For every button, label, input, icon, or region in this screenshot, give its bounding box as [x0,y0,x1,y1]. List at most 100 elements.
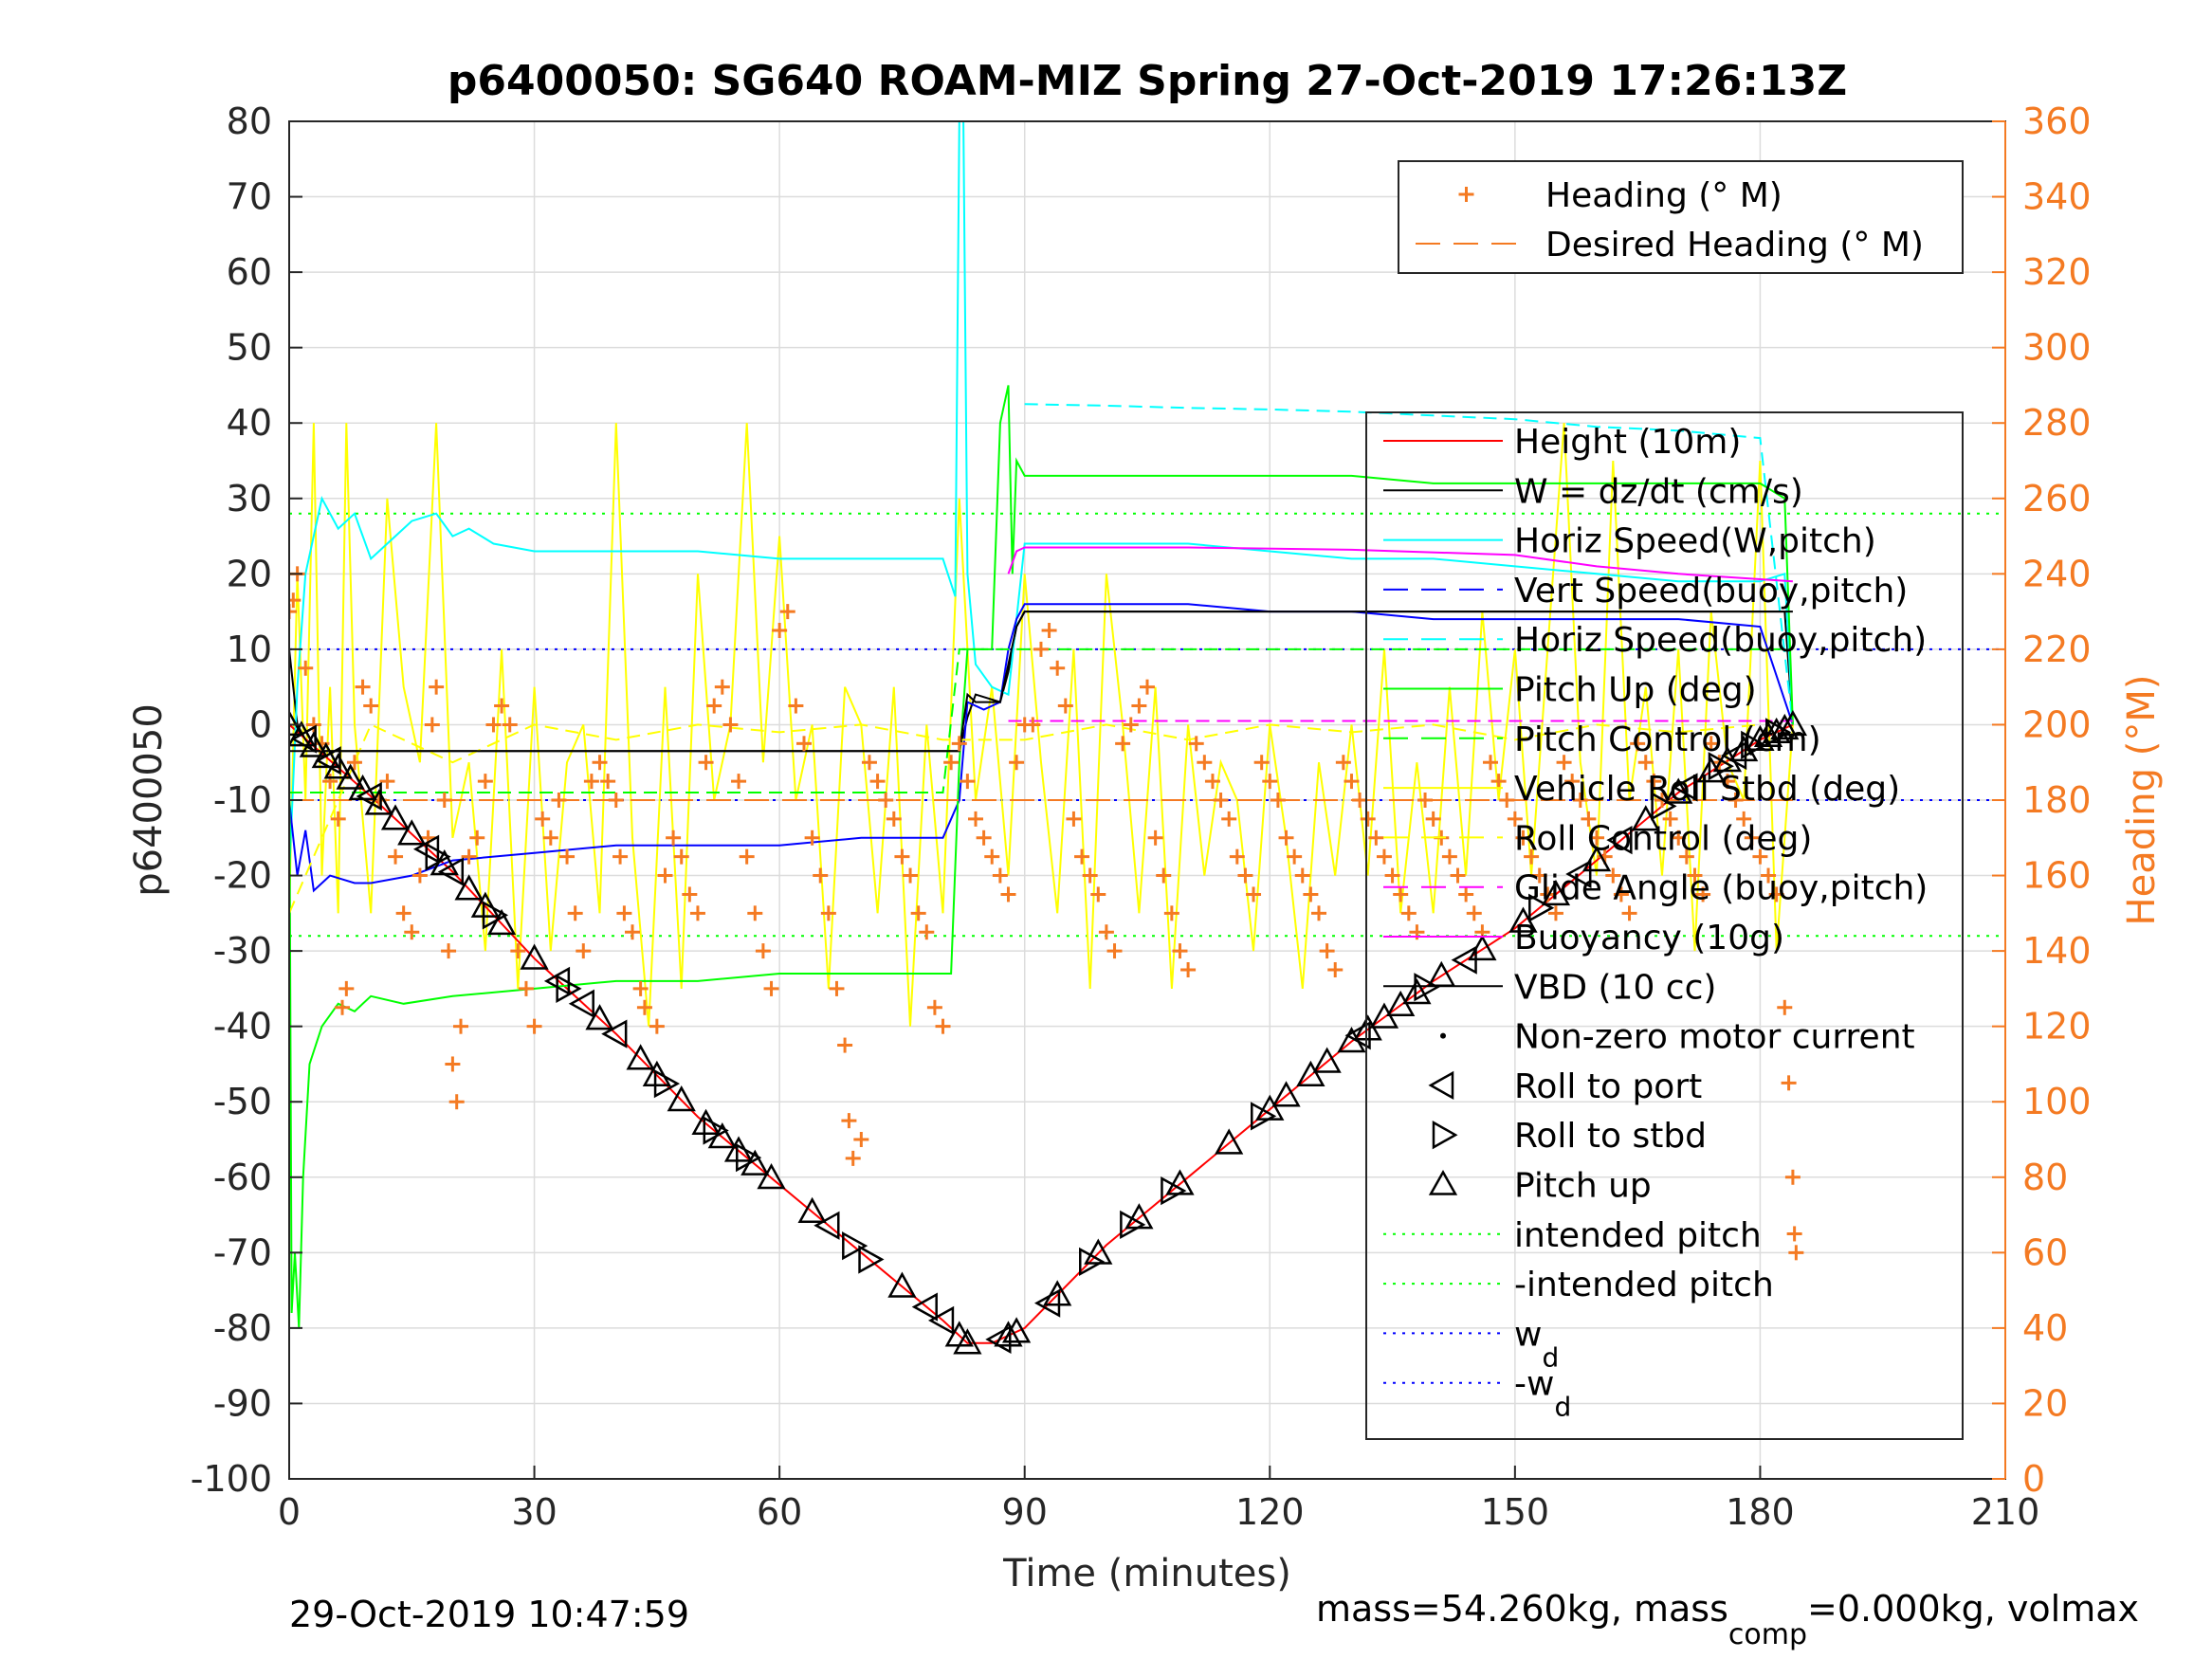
marker-pitch-up [397,819,427,846]
heading-point [1180,962,1197,977]
heading-point [1450,867,1466,884]
heading-point [1671,830,1687,846]
marker-roll-stbd [736,1142,762,1173]
y-tick-label: -60 [213,1157,272,1198]
legend-entry: Height (10m) [1514,423,1741,462]
heading-point [1621,905,1637,921]
heading-point [976,830,992,846]
heading-point [1376,848,1392,865]
heading-point [1441,848,1457,865]
marker-roll-port [1451,945,1477,975]
heading-point [363,698,379,714]
legend-entry: -intended pitch [1514,1266,1774,1304]
marker-pitch-up [1043,1280,1072,1306]
heading-point [1425,811,1441,827]
y2-tick-label: 260 [2022,478,2092,520]
y-tick-label: -70 [213,1231,272,1273]
heading-layer [289,566,1804,1261]
heading-point [1613,886,1629,902]
heading-point [625,924,640,940]
heading-point [714,679,730,695]
marker-roll-stbd [1079,1247,1106,1277]
heading-point [935,1018,951,1034]
heading-point [346,755,362,771]
legend-entry: Roll Control (deg) [1514,819,1812,858]
heading-point [910,905,926,921]
y2-tick-label: 280 [2022,402,2092,444]
heading-point [1352,793,1368,808]
heading-point [1400,905,1417,921]
marker-roll-port [356,781,382,811]
legend-main-box [1365,411,1964,1440]
x-ticks: 0 30 60 90 120 150 180 210 [278,1466,2039,1533]
heading-point [666,830,682,846]
heading-point [567,905,583,921]
marker-roll-stbd [556,974,582,1004]
heading-point [926,999,942,1015]
heading-point [992,867,1008,884]
heading-point [1507,811,1523,827]
y2-tick-label: 360 [2022,100,2092,142]
y-tick-label: 50 [227,327,272,369]
y2-tick-label: 140 [2022,930,2092,972]
heading-point [526,1018,542,1034]
y-tick-label: 10 [227,629,272,670]
marker-pitch-up [289,720,317,747]
heading-point [1547,905,1563,921]
heading-point [1384,867,1400,884]
heading-point [424,717,440,733]
footer-date: 29-Oct-2019 10:47:59 [289,1594,689,1635]
heading-point [436,793,452,808]
heading-point [1197,755,1213,771]
heading-point [1237,867,1253,884]
heading-point [1761,867,1777,884]
marker-roll-stbd [703,1116,729,1145]
marker-pitch-up [520,943,549,970]
heading-point [485,717,502,733]
series-line [289,121,1794,876]
heading-point [1531,867,1547,884]
heading-point [673,848,689,865]
y2-tick-label: 240 [2022,553,2092,594]
y2-tick-label: 120 [2022,1006,2092,1048]
y2-tick-label: 20 [2022,1382,2068,1424]
heading-point [1678,848,1694,865]
heading-point [1246,886,1262,902]
heading-point [542,830,558,846]
marker-pitch-up [336,763,365,790]
heading-point [289,592,302,609]
heading-point [1646,774,1662,790]
legend-entry: Roll to port [1514,1067,1702,1106]
x-tick-label: 30 [511,1491,557,1533]
y-tick-label: 40 [227,402,272,444]
heading-point [1564,774,1581,790]
heading-point [1458,886,1474,902]
heading-point [551,793,567,808]
heading-point [1483,755,1498,771]
heading-point [1229,848,1245,865]
x-tick-label: 90 [1002,1491,1048,1533]
marker-pitch-up [994,1321,1023,1347]
heading-point [1360,811,1376,827]
marker-pitch-up [364,789,393,815]
legend-entry: Non-zero motor current [1514,1018,1915,1057]
series-line [289,611,1793,753]
heading-point [1327,962,1344,977]
heading-point [448,1094,465,1110]
heading-point [502,717,518,733]
marker-roll-stbd [653,1069,681,1099]
heading-point [477,774,493,790]
heading-point [1066,811,1082,827]
x-tick-label: 0 [278,1491,301,1533]
marker-pitch-up [289,709,304,737]
heading-point [1050,660,1066,676]
marker-roll-port [315,746,341,775]
marker-roll-port [1672,773,1698,802]
y2-axis-label: Heading (°M) [2120,675,2164,926]
heading-point [1335,755,1351,771]
heading-point [518,980,534,996]
legend-entry: Horiz Speed(W,pitch) [1514,522,1876,561]
heading-point [1393,886,1409,902]
y2-tick-label: 40 [2022,1307,2068,1349]
